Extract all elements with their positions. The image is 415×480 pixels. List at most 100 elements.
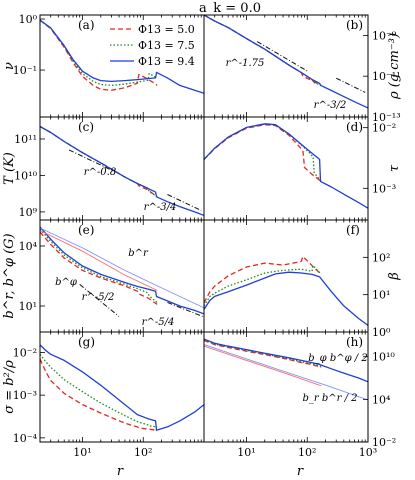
series-line-e-4 (40, 227, 204, 309)
guide-line-b-1 (336, 77, 366, 93)
series-line-g-0 (40, 358, 158, 431)
series-line-h-2 (204, 338, 368, 383)
guide-line-e-0 (79, 284, 120, 317)
panel-label-e: (e) (78, 223, 94, 237)
y-axis-label-g: σ = b²/ρ (2, 360, 17, 414)
y-tick-label: 10⁻² (13, 346, 37, 359)
panel-b: 10⁻⁹ 10⁻¹¹ 10⁻¹³ (b) ρ (g cm⁻³) r^-1.75 r^-3/2 (203, 14, 402, 124)
annotation-b-0: r^-1.75 (226, 58, 265, 69)
legend: Φ13 = 5.0 Φ13 = 7.5 Φ13 = 9.4 (110, 23, 195, 68)
series-line-f-2 (204, 271, 368, 326)
series-line-a-0 (40, 19, 158, 91)
series-group-a (40, 19, 204, 94)
y-tick-label: 10⁻¹ (13, 64, 37, 77)
series-group-h (204, 338, 368, 401)
panel-g: 10¹ 10² 10⁻² 10⁻³ 10⁻⁴ (g) σ = b²/ρ (2, 331, 205, 459)
y-tick-label: 10⁴ (372, 393, 391, 406)
y-tick-label: 10⁻³ (13, 389, 37, 402)
panel-label-f: (f) (346, 223, 360, 237)
panel-label-h: (h) (346, 335, 363, 349)
axes-frame-e (39, 219, 205, 333)
series-group-b (204, 15, 368, 109)
y-tick-label: 10¹⁰ (372, 351, 395, 364)
axes-frame-f (203, 219, 369, 333)
series-line-g-2 (40, 344, 204, 431)
series-line-f-0 (204, 255, 322, 304)
legend-label-0: Φ13 = 5.0 (138, 23, 195, 36)
y-tick-label: 10⁴ (19, 240, 38, 253)
series-line-e-3 (40, 230, 158, 291)
y-tick-label: 10¹⁰ (14, 169, 37, 182)
panel-h: 10¹ 10² 10³ 10¹⁰ 10⁴ 10⁻² (h) b_φ b^φ / 2 b_r b^… (203, 331, 396, 459)
annotation-c-0: r^-0.8 (84, 167, 116, 178)
y-axis-label-f: β (387, 272, 402, 281)
guide-line-b-0 (256, 41, 308, 72)
x-tick-label: 10³ (359, 446, 377, 459)
series-line-c-2 (40, 125, 204, 217)
axes-frame-g (39, 331, 205, 443)
y-tick-label: 10² (372, 251, 390, 264)
series-line-b-2 (204, 15, 368, 109)
series-group-c (40, 125, 204, 217)
panel-label-b: (b) (346, 18, 363, 32)
y-tick-label: 10⁻² (372, 122, 396, 135)
panel-label-g: (g) (78, 335, 95, 349)
x-tick-label: 10¹ (237, 446, 255, 459)
annotation-c-1: r^-3/4 (144, 202, 177, 213)
annotation-e-3: r^-5/4 (142, 317, 175, 328)
y-tick-label: 10¹¹ (14, 133, 37, 146)
y-tick-label: 10¹ (19, 300, 37, 313)
series-line-h-3 (204, 345, 322, 387)
x-axis-label-right: r (297, 464, 304, 479)
series-line-h-0 (204, 339, 322, 369)
axes-frame-h (203, 331, 369, 443)
panels: 10⁰ 10⁻¹ (a) ν Φ13 = 5.0 Φ13 = 7.5 Φ13 = 9.4 10… (2, 13, 402, 459)
series-line-e-2 (40, 226, 204, 315)
panel-label-a: (a) (78, 18, 95, 32)
annotation-h-0: b_φ b^φ / 2 (308, 353, 367, 364)
y-axis-label-e: b^r, b^φ (G) (2, 233, 17, 318)
series-line-e-0 (40, 231, 158, 305)
series-line-h-4 (204, 344, 368, 401)
series-line-f-1 (204, 264, 322, 307)
annotation-h-1: b_r b^r / 2 (302, 393, 357, 404)
axes-frame-c (39, 116, 205, 221)
legend-label-1: Φ13 = 7.5 (138, 39, 195, 52)
y-tick-label: 10⁻¹³ (372, 111, 401, 124)
guide-line-c-1 (167, 194, 202, 211)
x-tick-label: 10² (134, 446, 152, 459)
annotation-e-0: b^r (128, 248, 149, 259)
y-tick-label: 10¹ (372, 289, 390, 302)
y-axis-label-a: ν (2, 62, 17, 70)
y-tick-label: 10⁰ (372, 326, 391, 339)
annotation-e-1: b^φ (55, 277, 77, 288)
guide-line-c-0 (68, 149, 112, 171)
series-line-d-2 (204, 123, 368, 209)
x-tick-label: 10¹ (73, 446, 91, 459)
series-line-d-0 (204, 124, 322, 182)
series-group-e (40, 226, 204, 315)
series-line-e-1 (40, 228, 158, 304)
y-tick-label: 10⁻¹¹ (372, 70, 401, 83)
legend-label-2: Φ13 = 9.4 (138, 55, 195, 68)
series-line-g-1 (40, 353, 158, 428)
x-tick-label: 10² (298, 446, 316, 459)
y-axis-label-d: τ (387, 164, 402, 172)
panel-d: 10⁻² 10⁻³ (d) τ (203, 116, 402, 221)
panel-label-c: (c) (78, 120, 94, 134)
panel-e: 10⁴ 10¹ (e) b^r, b^φ (G) b^r b^φ r^-5/2 r^-5/4 (2, 219, 205, 333)
series-line-a-2 (40, 19, 204, 94)
guide-line-e-1 (167, 302, 203, 317)
y-tick-label: 10⁻⁹ (372, 29, 397, 42)
y-tick-label: 10⁻³ (372, 182, 396, 195)
y-tick-label: 10⁹ (19, 206, 38, 219)
annotation-e-2: r^-5/2 (82, 292, 115, 303)
y-tick-label: 10⁰ (19, 13, 38, 26)
series-group-f (204, 255, 368, 326)
annotation-b-1: r^-3/2 (314, 100, 347, 111)
y-axis-label-b: ρ (g cm⁻³) (387, 33, 402, 100)
panel-label-d: (d) (346, 120, 363, 134)
y-tick-label: 10⁻⁴ (13, 432, 38, 445)
x-axis-label-left: r (117, 464, 124, 479)
